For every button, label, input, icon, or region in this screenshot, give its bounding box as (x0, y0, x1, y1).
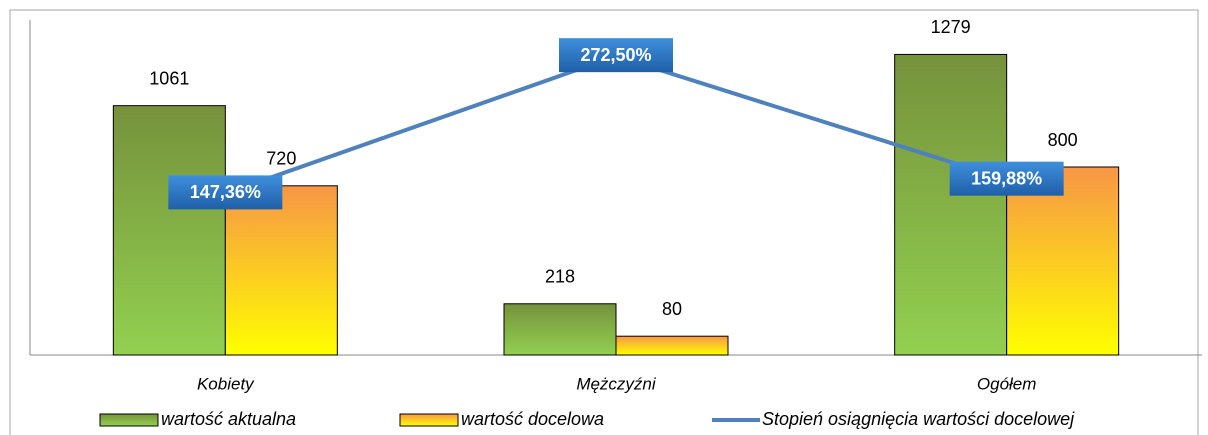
data-label: 80 (662, 299, 682, 319)
legend-label: wartość aktualna (161, 409, 296, 429)
data-label: 272,50% (580, 45, 651, 65)
data-label-box (168, 175, 283, 210)
legend-swatch (99, 413, 159, 427)
bar (224, 185, 338, 356)
chart-frame (9, 9, 1199, 435)
bar (1006, 166, 1120, 356)
line (224, 54, 1008, 196)
legend-label: Stopień osiągnięcia wartości docelowej (762, 409, 1075, 429)
data-label: 800 (1048, 130, 1078, 150)
data-label: 147,36% (190, 182, 261, 202)
bar (503, 303, 617, 356)
x-tick-label: Kobiety (197, 374, 255, 393)
data-label-box (559, 38, 673, 73)
data-label: 720 (266, 149, 296, 169)
data-label: 218 (545, 267, 575, 287)
x-tick-label: Mężczyźni (576, 374, 657, 393)
legend-swatch (399, 413, 459, 427)
bar (112, 105, 226, 356)
bar (615, 335, 729, 356)
data-label: 1061 (149, 68, 189, 88)
bar (894, 53, 1008, 356)
x-tick-label: Ogółem (977, 374, 1037, 393)
legend-label: wartość docelowa (461, 409, 604, 429)
data-label-box (949, 161, 1064, 196)
data-label: 1279 (931, 17, 971, 37)
data-label: 159,88% (971, 168, 1042, 188)
